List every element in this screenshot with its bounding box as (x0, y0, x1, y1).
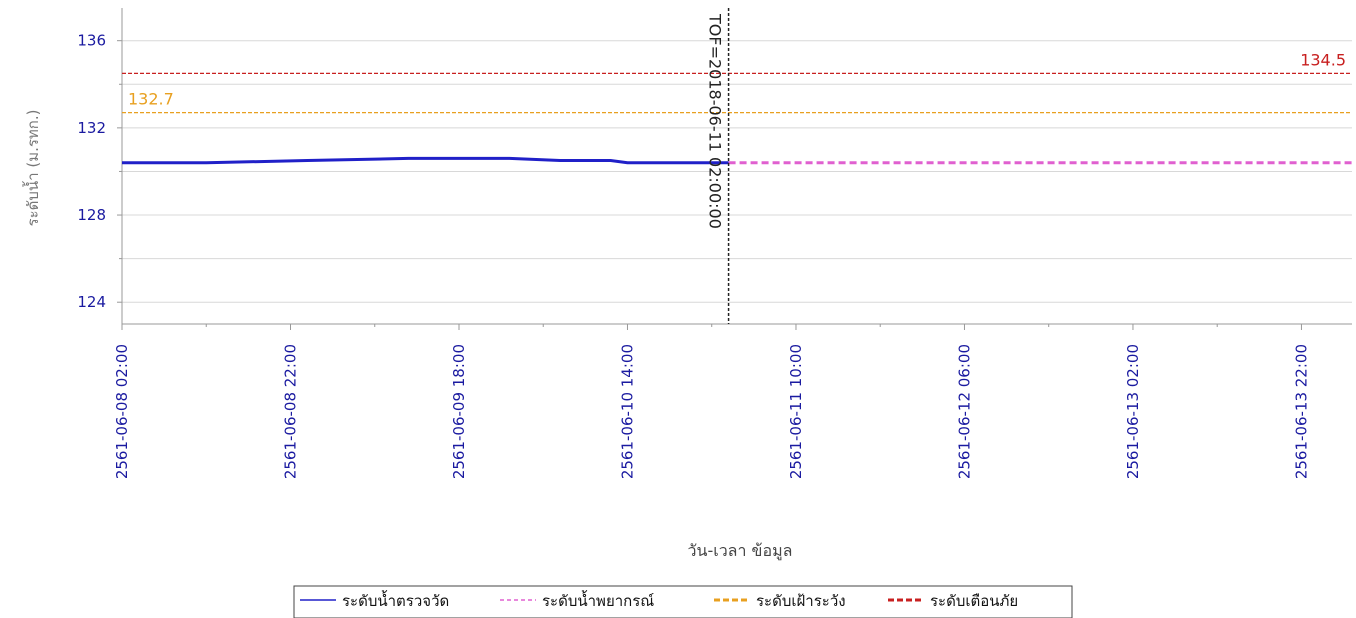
legend-label: ระดับเฝ้าระวัง (756, 592, 846, 610)
annotations: TOF=2018-06-11 02:00:00 132.7 134.5 (128, 8, 1346, 324)
x-axis-label: วัน-เวลา ข้อมูล (688, 541, 793, 561)
x-axis: 2561-06-08 02:00 2561-06-08 22:00 2561-06-… (113, 323, 1352, 479)
x-tick-label: 2561-06-08 02:00 (113, 344, 131, 479)
grid (122, 40, 1352, 303)
y-tick-label: 132 (77, 119, 106, 137)
series-line-observed (122, 156, 729, 165)
x-tick-label: 2561-06-13 22:00 (1292, 344, 1310, 479)
warning-level-label: 134.5 (1300, 50, 1346, 69)
x-tick-label: 2561-06-08 22:00 (281, 344, 299, 479)
x-tick-label: 2561-06-09 18:00 (450, 344, 468, 479)
x-tick-label: 2561-06-11 10:00 (787, 344, 805, 479)
legend-label: ระดับน้ำพยากรณ์ (542, 590, 654, 610)
legend-label: ระดับเตือนภัย (930, 592, 1018, 610)
y-axis: 124 128 132 136 (77, 8, 123, 324)
legend: ระดับน้ำตรวจวัด ระดับน้ำพยากรณ์ ระดับเฝ้าร… (293, 585, 1073, 618)
watch-level-label: 132.7 (128, 90, 174, 109)
legend-box (293, 585, 1073, 618)
y-tick-label: 128 (77, 206, 106, 224)
tof-marker-label: TOF=2018-06-11 02:00:00 (706, 13, 725, 229)
legend-label: ระดับน้ำตรวจวัด (342, 590, 449, 610)
x-tick-label: 2561-06-10 14:00 (618, 344, 636, 479)
y-tick-label: 124 (77, 293, 106, 311)
x-tick-label: 2561-06-13 02:00 (1124, 344, 1142, 479)
y-axis-label: ระดับน้ำ (ม.รทก.) (22, 110, 42, 227)
x-tick-label: 2561-06-12 06:00 (955, 344, 973, 479)
y-tick-label: 136 (77, 32, 106, 50)
plot-area (122, 72, 1352, 165)
